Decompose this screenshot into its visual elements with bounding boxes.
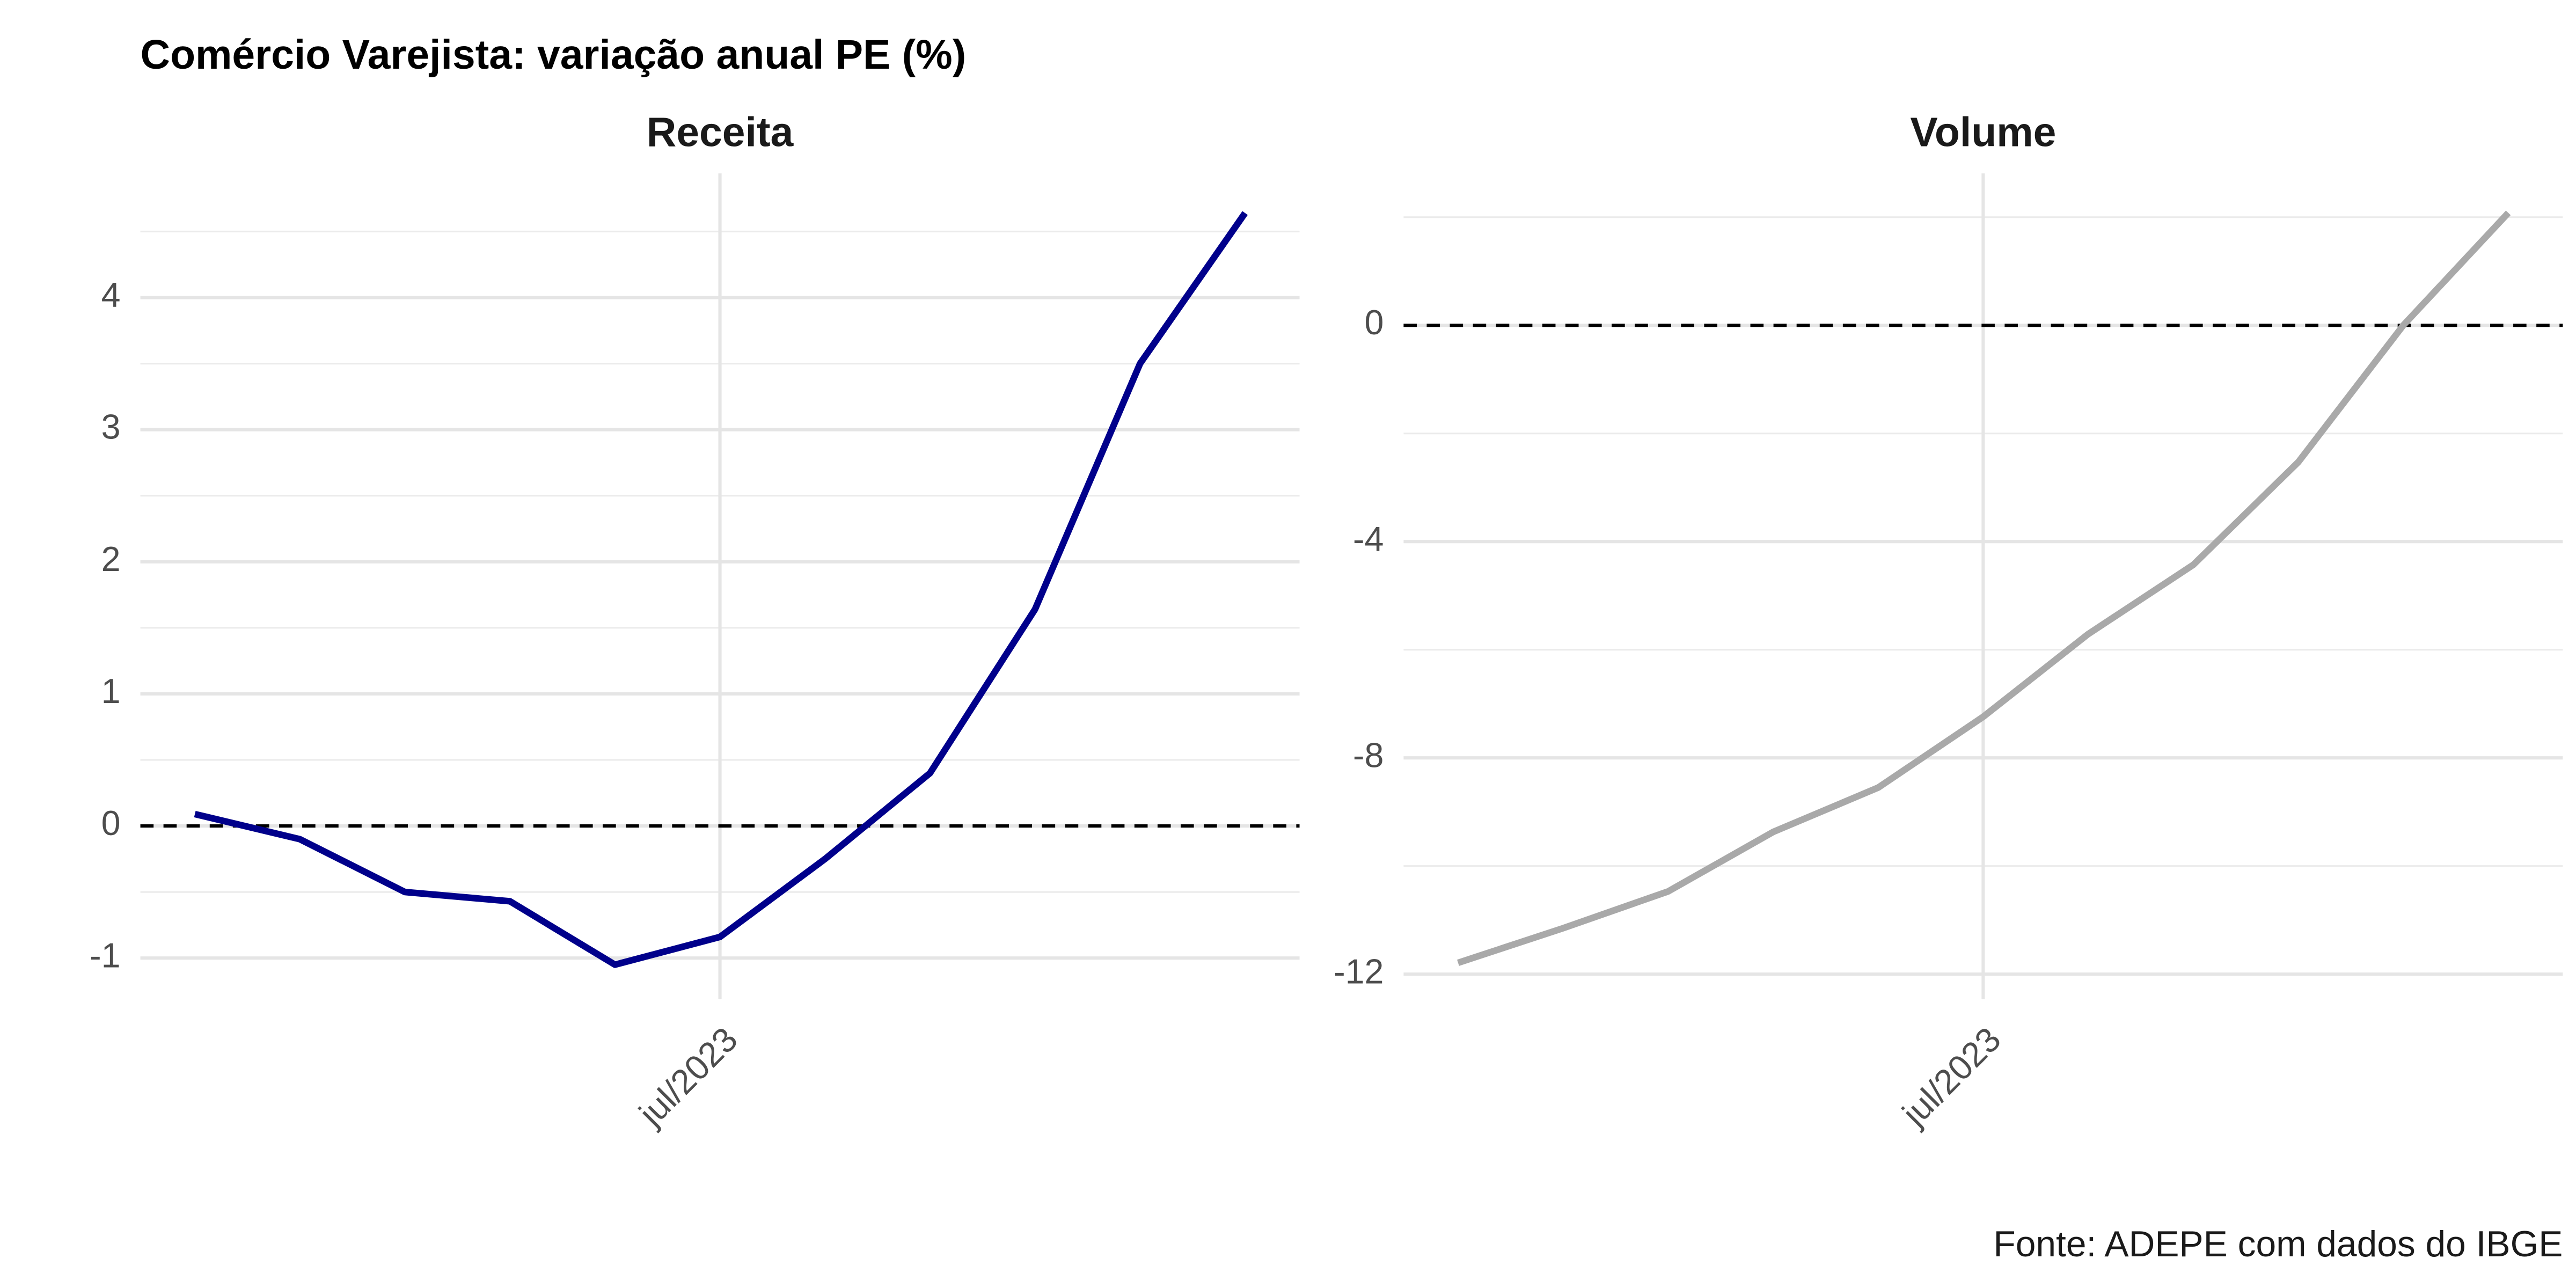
data-line [1457,210,2511,966]
y-tick-label: -12 [1334,952,1384,991]
panel-title: Receita [647,109,794,156]
caption: Fonte: ADEPE com dados do IBGE [1993,1224,2563,1264]
y-tick-label: -8 [1353,736,1384,774]
data-line [194,211,1248,968]
y-tick-label: -1 [90,936,120,975]
panel-title: Volume [1910,109,2056,156]
chart-title: Comércio Varejista: variação anual PE (%… [141,32,967,78]
y-tick-label: 0 [101,804,121,843]
y-tick-label: 0 [1365,303,1384,342]
y-tick-label: -4 [1353,519,1384,558]
y-tick-label: 3 [101,408,121,447]
y-tick-label: 1 [101,672,121,711]
y-tick-label: 2 [101,540,121,579]
y-tick-label: 4 [101,276,121,314]
